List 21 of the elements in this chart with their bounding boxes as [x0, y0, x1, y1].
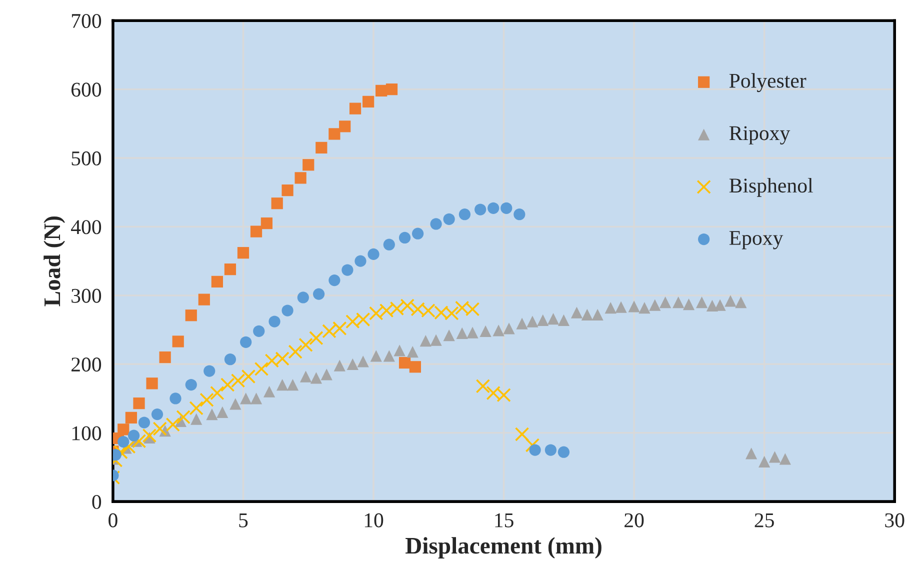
x-tick-label: 30: [885, 513, 904, 528]
y-tick-label: 200: [72, 358, 102, 372]
y-tick-label: 0: [92, 494, 102, 509]
x-tick-label: 20: [624, 513, 644, 528]
y-tick-label: 500: [72, 151, 102, 166]
y-axis-title: Load (N): [44, 216, 66, 306]
y-tick-label: 100: [72, 426, 102, 440]
legend-label: Epoxy: [729, 231, 784, 250]
legend-label: Bisphenol: [729, 178, 813, 197]
y-tick-label: 300: [72, 288, 102, 303]
x-tick-label: 0: [108, 513, 118, 528]
y-tick-label: 700: [72, 14, 102, 28]
x-tick-label: 5: [239, 513, 248, 528]
x-tick-label: 10: [364, 513, 384, 528]
x-tick-label: 15: [495, 513, 514, 528]
legend-label: Polyester: [729, 73, 806, 92]
x-axis-title: Displacement (mm): [406, 537, 602, 559]
y-tick-label: 400: [71, 220, 102, 234]
x-tick-label: 25: [754, 513, 774, 528]
legend-label: Ripoxy: [729, 126, 790, 144]
y-tick-label: 600: [72, 82, 102, 97]
